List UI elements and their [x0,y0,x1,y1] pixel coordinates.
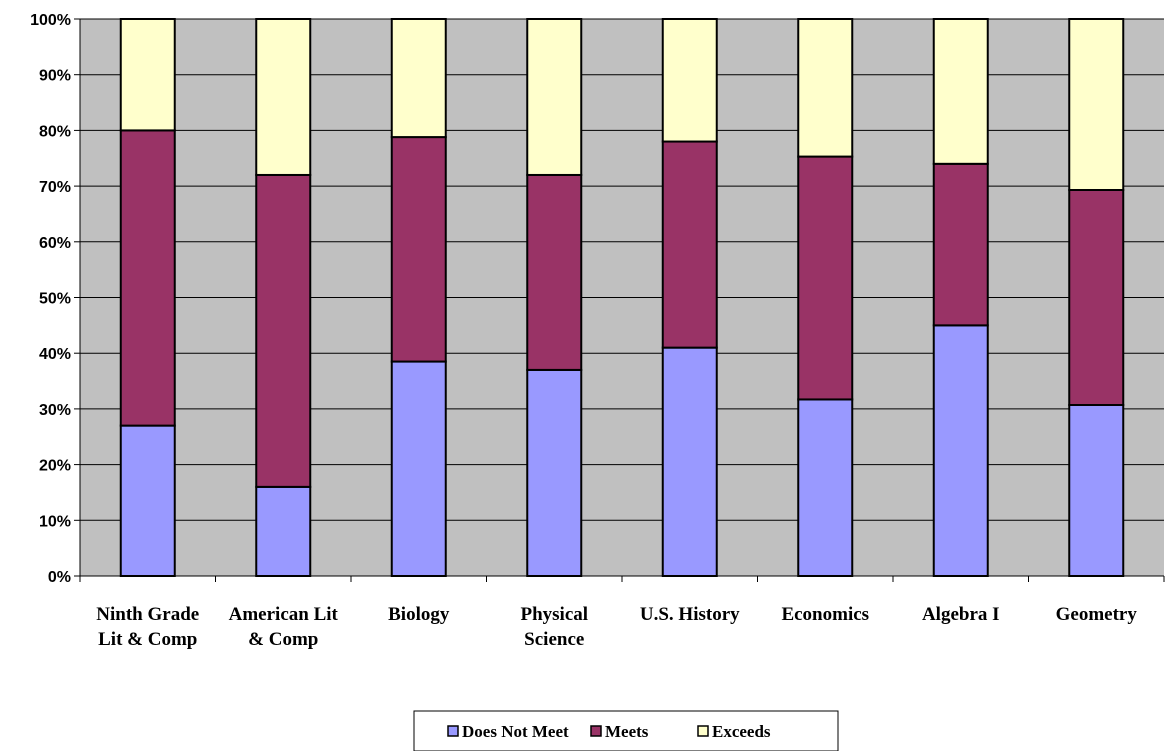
y-tick-label: 100% [30,12,71,29]
y-tick-label: 80% [39,123,71,140]
y-tick-label: 0% [48,569,71,586]
bar-segment-meets [119,129,176,427]
x-tick-label: American Lit [229,604,339,625]
y-axis-ticks: 0% 10% 20% 30% 40% 50% 60% 70% 80% 90% 100% [30,12,71,586]
bars [119,18,1125,578]
x-tick-label: Algebra I [922,604,1000,625]
y-tick-label: 20% [39,458,71,475]
x-axis-ticks: Ninth Grade Lit & Comp American Lit & Comp B… [96,604,1137,650]
bar-segment-meets [255,173,312,488]
bar-segment-meets [797,155,854,401]
y-tick-label: 70% [39,179,71,196]
bar-segment-does-not-meet [390,360,447,577]
x-tick-label: Lit & Comp [98,629,197,650]
y-tick-label: 60% [39,235,71,252]
y-tick-label: 50% [39,291,71,308]
legend-swatch [697,725,709,737]
x-tick-label: Physical [520,604,588,625]
legend-swatch [590,725,602,737]
x-tick-label: Biology [388,604,450,625]
bar-segment-does-not-meet [119,424,176,577]
y-tick-label: 10% [39,513,71,530]
legend-box [413,710,839,751]
bar-segment-meets [390,136,447,363]
bar-segment-exceeds [526,18,583,176]
bar-segment-does-not-meet [932,324,989,577]
bar-segment-exceeds [119,18,176,132]
bar-segment-meets [661,140,718,349]
bar-segment-does-not-meet [1068,404,1125,577]
x-tick-label: Geometry [1056,604,1138,625]
bar-segment-exceeds [255,18,312,176]
bar-segment-meets [1068,188,1125,407]
bar-segment-exceeds [932,18,989,165]
bar-segment-exceeds [390,18,447,139]
y-tick-label: 40% [39,346,71,363]
x-tick-label: & Comp [248,629,318,650]
bar-segment-meets [932,162,989,327]
legend-label: Exceeds [712,722,771,741]
bar-segment-meets [526,173,583,371]
bar-segment-exceeds [797,18,854,158]
x-tick-label: U.S. History [640,604,740,625]
bar-segment-exceeds [661,18,718,143]
x-tick-label: Ninth Grade [96,604,199,625]
bar-segment-does-not-meet [255,485,312,578]
bar-segment-does-not-meet [526,368,583,577]
x-tick-label: Economics [781,604,869,625]
legend-label: Does Not Meet [462,722,569,741]
bar-segment-exceeds [1068,18,1125,191]
y-tick-label: 30% [39,402,71,419]
legend-swatch [447,725,459,737]
legend-label: Meets [605,722,649,741]
bar-segment-does-not-meet [661,346,718,577]
y-tick-label: 90% [39,68,71,85]
bar-segment-does-not-meet [797,398,854,577]
axes [74,18,1165,582]
legend: Does Not Meet Meets Exceeds [413,710,839,751]
x-tick-label: Science [524,629,584,650]
